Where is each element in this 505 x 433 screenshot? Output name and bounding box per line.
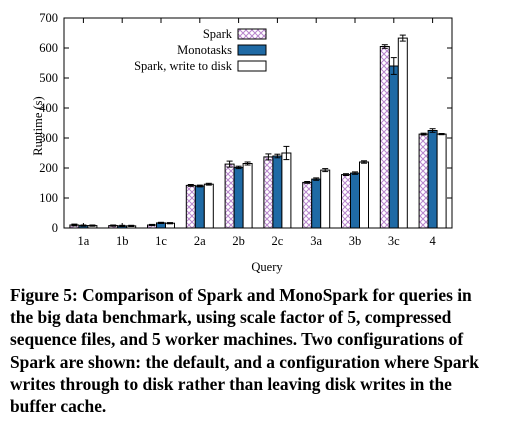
bar <box>281 152 292 229</box>
x-tick-label: 1c <box>155 234 167 248</box>
bar <box>359 161 369 229</box>
x-tick-label: 3a <box>310 234 322 248</box>
bar <box>320 169 331 229</box>
y-axis-label: Runtime (s) <box>31 96 45 155</box>
figure-caption: Figure 5: Comparison of Spark and MonoSp… <box>10 285 479 417</box>
legend-swatch <box>237 60 267 72</box>
bar <box>436 133 447 229</box>
bar <box>379 46 390 229</box>
legend-label: Monotasks <box>177 43 232 57</box>
bar <box>242 163 253 229</box>
y-tick-label: 300 <box>39 131 58 145</box>
x-tick-label: 1a <box>77 234 89 248</box>
y-tick-label: 700 <box>39 11 58 25</box>
y-tick-label: 400 <box>39 101 58 115</box>
bar <box>350 172 360 229</box>
bar <box>427 130 438 229</box>
runtime-bar-chart: 0 100 200 300 400 500 600 700 1a 1b 1c 2a 2b 2c 3a 3b 3c… <box>31 11 453 274</box>
legend-swatch <box>237 44 267 56</box>
x-tick-label: 3c <box>388 234 400 248</box>
legend: Spark Monotasks Spark, write to disk <box>134 27 267 73</box>
y-tick-label: 100 <box>39 191 58 205</box>
y-tick-label: 200 <box>39 161 58 175</box>
bar <box>185 184 196 229</box>
axes: 0 100 200 300 400 500 600 700 1a 1b 1c 2a 2b 2c 3a 3b 3c… <box>39 11 453 248</box>
y-tick-label: 0 <box>52 221 58 235</box>
bar <box>397 37 408 229</box>
x-tick-label: 1b <box>116 234 129 248</box>
x-tick-label: 2a <box>194 234 206 248</box>
legend-swatch <box>237 28 267 40</box>
legend-label: Spark, write to disk <box>134 59 233 73</box>
bar <box>272 155 283 229</box>
bar <box>388 65 399 229</box>
x-tick-label: 2c <box>271 234 283 248</box>
bar <box>311 178 322 229</box>
bar <box>341 174 351 229</box>
bar <box>418 133 429 229</box>
plot-frame <box>63 17 453 229</box>
x-tick-label: 2b <box>232 234 245 248</box>
bars <box>69 34 447 229</box>
bar <box>203 183 214 229</box>
bar <box>263 156 274 229</box>
x-tick-label: 4 <box>429 234 436 248</box>
bar <box>194 185 205 229</box>
legend-label: Spark <box>203 27 233 41</box>
bar <box>302 181 313 229</box>
x-axis-label: Query <box>251 260 283 274</box>
bar <box>233 166 244 229</box>
y-tick-label: 500 <box>39 71 58 85</box>
bar <box>224 163 235 229</box>
y-tick-label: 600 <box>39 41 58 55</box>
x-tick-label: 3b <box>349 234 362 248</box>
